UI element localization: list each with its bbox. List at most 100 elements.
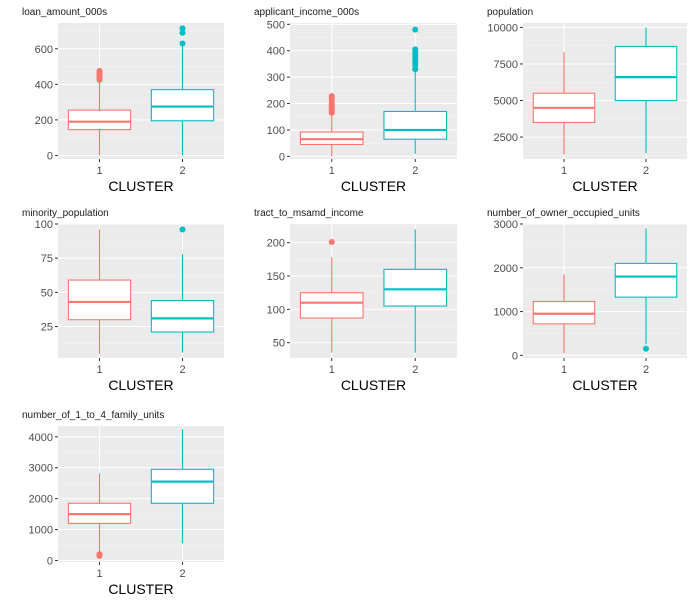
x-tick-label: 1 xyxy=(96,165,102,177)
y-tick-label: 200 xyxy=(267,99,285,111)
y-tick-label: 200 xyxy=(267,238,285,250)
x-axis-label: CLUSTER xyxy=(572,377,637,393)
y-tick-label: 0 xyxy=(47,555,53,567)
boxplot-panel-4: 25 50 75 100 1 2 minority_population CLUSTER xyxy=(22,208,224,393)
y-tick-label: 100 xyxy=(267,304,285,316)
boxplot-panel-7: 0 1000 2000 3000 4000 1 2 number_of_1_to_4_fami… xyxy=(22,410,224,597)
outlier-point xyxy=(96,68,103,74)
y-tick-label: 7500 xyxy=(494,59,518,71)
box-iqr xyxy=(150,300,215,333)
y-tick-label: 25 xyxy=(41,322,53,334)
y-tick-label: 100 xyxy=(35,219,53,231)
outlier-point xyxy=(328,93,335,100)
box-cluster-1 xyxy=(299,93,364,157)
x-tick-label: 1 xyxy=(561,364,567,376)
x-axis-label: CLUSTER xyxy=(572,178,637,194)
y-tick-label: 0 xyxy=(47,150,53,162)
x-axis-label: CLUSTER xyxy=(341,178,406,194)
y-tick-label: 150 xyxy=(267,271,285,283)
outlier-point xyxy=(179,25,186,32)
y-tick-label: 0 xyxy=(279,151,285,163)
y-tick-label: 500 xyxy=(267,19,285,31)
box-cluster-2 xyxy=(614,27,678,154)
y-tick-label: 3000 xyxy=(494,219,518,231)
y-tick-label: 4000 xyxy=(29,432,53,444)
x-tick-label: 2 xyxy=(179,165,185,177)
y-tick-label: 400 xyxy=(267,46,285,58)
box-cluster-2 xyxy=(383,229,448,353)
box-iqr xyxy=(299,292,364,319)
x-tick-label: 1 xyxy=(96,568,102,580)
box-cluster-1 xyxy=(299,239,364,353)
panel-title: applicant_income_000s xyxy=(254,7,359,18)
x-axis-label: CLUSTER xyxy=(341,377,406,393)
boxplot-panel-1: 0 200 400 600 1 2 loan_amount_000s CLUSTER xyxy=(22,7,224,194)
box-iqr xyxy=(614,262,678,298)
x-tick-label: 2 xyxy=(412,364,418,376)
outlier-point xyxy=(412,46,419,53)
x-tick-label: 2 xyxy=(412,165,418,177)
x-tick-label: 2 xyxy=(179,364,185,376)
outlier-point xyxy=(96,551,103,558)
boxplot-panel-6: 0 1000 2000 3000 1 2 number_of_owner_occupied_… xyxy=(487,208,687,393)
x-tick-label: 2 xyxy=(643,165,649,177)
x-axis-label: CLUSTER xyxy=(108,581,173,597)
y-tick-label: 50 xyxy=(273,338,285,350)
y-tick-label: 2500 xyxy=(494,132,518,144)
x-tick-label: 1 xyxy=(329,364,335,376)
x-axis-label: CLUSTER xyxy=(108,178,173,194)
y-tick-label: 100 xyxy=(267,125,285,137)
panel-title: loan_amount_000s xyxy=(22,7,107,18)
box-iqr xyxy=(67,279,132,321)
panel-title: number_of_1_to_4_family_units xyxy=(22,410,164,421)
box-cluster-1 xyxy=(67,229,132,354)
box-iqr xyxy=(383,268,448,307)
panel-title: tract_to_msamd_income xyxy=(254,208,364,219)
box-iqr xyxy=(150,468,215,504)
x-tick-label: 2 xyxy=(179,568,185,580)
y-tick-label: 75 xyxy=(41,253,53,265)
y-tick-label: 50 xyxy=(41,287,53,299)
box-cluster-2 xyxy=(614,228,678,352)
panel-title: number_of_owner_occupied_units xyxy=(487,208,640,219)
y-tick-label: 10000 xyxy=(487,22,518,34)
y-tick-label: 300 xyxy=(267,72,285,84)
y-tick-label: 400 xyxy=(35,79,53,91)
y-tick-label: 1000 xyxy=(29,525,53,537)
outlier-point xyxy=(179,40,186,47)
boxplot-panel-5: 50 100 150 200 1 2 tract_to_msamd_income CLUSTE… xyxy=(254,208,457,393)
box-cluster-1 xyxy=(532,274,596,354)
outlier-point xyxy=(179,29,186,36)
outlier-point xyxy=(643,345,649,352)
box-cluster-2 xyxy=(150,25,215,156)
y-tick-label: 3000 xyxy=(29,463,53,475)
panel-title: minority_population xyxy=(22,208,109,219)
boxplot-panel-3: 2500 5000 7500 10000 1 2 population CLUSTER xyxy=(487,7,687,194)
panel-title: population xyxy=(487,7,533,18)
x-tick-label: 1 xyxy=(329,165,335,177)
y-tick-label: 5000 xyxy=(494,96,518,108)
box-cluster-2 xyxy=(150,226,215,353)
y-tick-label: 600 xyxy=(35,44,53,56)
y-tick-label: 2000 xyxy=(29,494,53,506)
box-cluster-1 xyxy=(67,473,132,559)
y-tick-label: 1000 xyxy=(494,307,518,319)
outlier-point xyxy=(179,226,186,233)
x-axis-label: CLUSTER xyxy=(108,377,173,393)
x-tick-label: 2 xyxy=(643,364,649,376)
box-cluster-2 xyxy=(383,26,448,154)
outlier-point xyxy=(328,239,335,245)
box-cluster-1 xyxy=(67,68,132,156)
y-tick-label: 2000 xyxy=(494,263,518,275)
y-tick-label: 200 xyxy=(35,115,53,127)
box-iqr xyxy=(67,109,132,131)
box-cluster-1 xyxy=(532,52,596,155)
x-tick-label: 1 xyxy=(96,364,102,376)
box-iqr xyxy=(383,110,448,140)
x-tick-label: 1 xyxy=(561,165,567,177)
boxplot-panel-2: 0 100 200 300 400 500 1 2 applicant_income_000s C… xyxy=(254,7,457,194)
y-tick-label: 0 xyxy=(512,350,518,362)
box-cluster-2 xyxy=(150,429,215,544)
outlier-point xyxy=(412,26,419,33)
